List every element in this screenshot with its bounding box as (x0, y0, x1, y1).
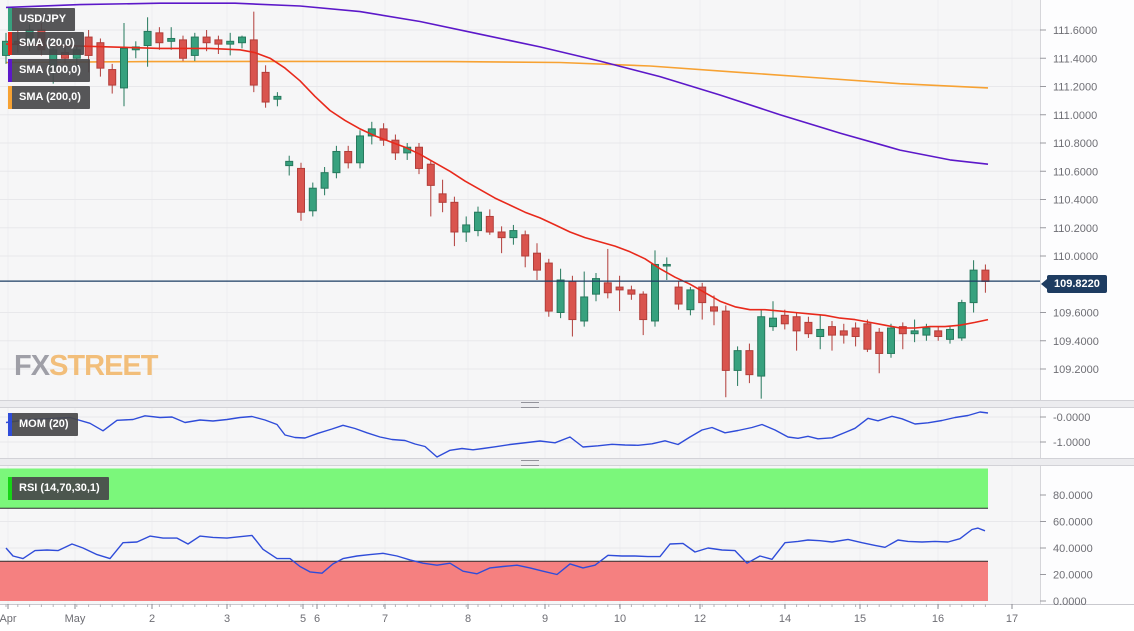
splitter-grip-icon (521, 460, 539, 466)
panel-splitter-2[interactable] (0, 458, 1134, 466)
sma200-legend-chip: SMA (200,0) (8, 86, 90, 109)
symbol-label: USD/JPY (19, 13, 67, 25)
rsi-color-swatch (8, 477, 12, 500)
price-axis[interactable] (1040, 0, 1134, 604)
rsi-legend-chip: RSI (14,70,30,1) (8, 477, 109, 500)
badge-arrow-icon (1041, 279, 1047, 289)
sma100-color-swatch (8, 59, 12, 82)
sma20-label: SMA (20,0) (19, 37, 75, 49)
panel-splitter-1[interactable] (0, 400, 1134, 408)
rsi-label: RSI (14,70,30,1) (19, 482, 100, 494)
rsi-panel[interactable] (0, 466, 1040, 604)
last-price-value: 109.8220 (1054, 278, 1100, 290)
sma20-legend-chip: SMA (20,0) (8, 32, 84, 55)
time-axis[interactable] (0, 604, 1134, 631)
price-panel[interactable] (0, 0, 1040, 400)
sma20-color-swatch (8, 32, 12, 55)
sma200-label: SMA (200,0) (19, 91, 81, 103)
sma100-label: SMA (100,0) (19, 64, 81, 76)
splitter-grip-icon (521, 402, 539, 408)
momentum-panel[interactable] (0, 408, 1040, 458)
sma100-legend-chip: SMA (100,0) (8, 59, 90, 82)
symbol-label-chip: USD/JPY (8, 8, 76, 31)
mom-color-swatch (8, 413, 12, 436)
last-price-badge: 109.8220 (1041, 275, 1107, 293)
mom-label: MOM (20) (19, 418, 69, 430)
mom-legend-chip: MOM (20) (8, 413, 78, 436)
symbol-color-swatch (8, 8, 12, 31)
sma200-color-swatch (8, 86, 12, 109)
